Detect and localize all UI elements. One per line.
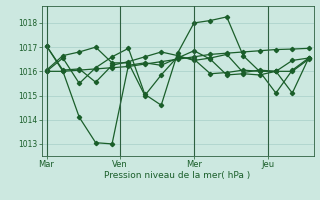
X-axis label: Pression niveau de la mer( hPa ): Pression niveau de la mer( hPa ) [104,171,251,180]
